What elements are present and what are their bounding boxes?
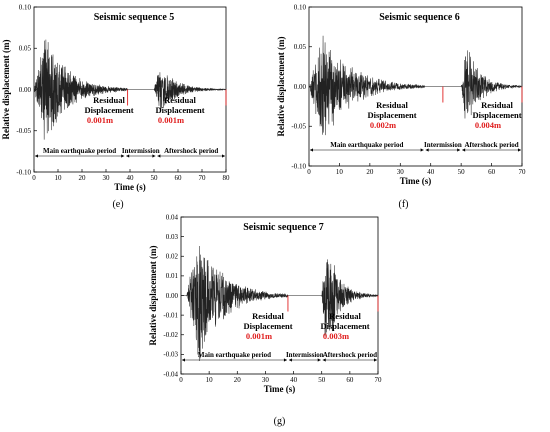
y-tick-label: 0.03 [166,233,179,241]
y-tick-label: -0.05 [291,123,306,131]
period-label: Main earthquake period [330,141,403,149]
y-tick-label: 0.02 [166,253,179,261]
y-tick-label: 0.10 [19,3,32,11]
chart-2: 0 10 20 30 40 50 60 70 -0.10 -0.05 0.00 0.05 0.10 Sei… [276,3,526,210]
residual-label-line1: Residual [481,100,513,110]
period-label: Aftershock period [464,141,518,149]
period-label: Main earthquake period [43,147,116,155]
y-tick-label: -0.01 [163,311,178,319]
residual-label-line1: Residual [93,95,125,105]
residual-value: 0.004m [475,120,501,130]
y-tick-label: -0.02 [163,331,178,339]
x-tick-label: 50 [458,168,466,176]
residual-label-line2: Displacement [155,105,204,115]
subfigure-label: (e) [112,199,123,210]
y-tick-label: 0.10 [294,3,307,11]
x-tick-label: 70 [199,174,207,182]
residual-value: 0.001m [87,115,113,125]
x-tick-label: 50 [318,376,326,384]
residual-label-line2: Displacement [472,110,521,120]
chart-title: Seismic sequence 7 [243,222,324,233]
arrow-heads [126,154,156,158]
residual-label-line1: Residual [329,311,361,321]
x-tick-label: 60 [175,174,183,182]
residual-label-line2: Displacement [320,321,369,331]
subfigure-label: (f) [399,199,409,210]
residual-label-line2: Displacement [84,105,133,115]
x-tick-label: 10 [206,376,214,384]
x-tick-label: 0 [32,174,36,182]
x-tick-label: 10 [336,168,344,176]
x-tick-label: 50 [151,174,159,182]
y-tick-label: -0.03 [163,351,178,359]
x-axis-label: Time (s) [114,182,146,192]
residual-label-line1: Residual [252,311,284,321]
y-tick-label: 0.05 [294,43,307,51]
x-tick-label: 40 [290,376,298,384]
x-tick-label: 0 [307,168,311,176]
period-label: Aftershock period [164,147,218,155]
chart-3: 0 10 20 30 40 50 60 70 -0.04 -0.03 -0.02 -0.01 0.00 0… [148,213,382,427]
x-tick-label: 70 [519,168,527,176]
x-tick-label: 60 [488,168,496,176]
displacement-trace [33,39,227,140]
y-tick-label: 0.01 [166,272,179,280]
residual-value: 0.002m [370,120,396,130]
x-tick-label: 20 [366,168,374,176]
y-axis-label: Relative displacement (m) [276,37,286,137]
x-axis-label: Time (s) [264,384,296,394]
x-tick-label: 20 [234,376,242,384]
y-tick-label: -0.10 [291,162,306,170]
x-tick-label: 30 [262,376,270,384]
x-tick-label: 60 [346,376,354,384]
y-tick-label: 0.04 [166,213,179,221]
x-tick-label: 30 [397,168,405,176]
period-label: Main earthquake period [198,351,271,359]
residual-value: 0.001m [246,331,272,341]
period-label: Intermission [122,147,160,155]
y-tick-label: -0.05 [16,127,31,135]
residual-label-line1: Residual [376,100,408,110]
period-label: Aftershock period [323,351,377,359]
y-tick-label: -0.04 [163,370,178,378]
x-tick-label: 80 [223,174,231,182]
displacement-trace [308,35,523,136]
y-tick-label: 0.00 [166,292,179,300]
x-tick-label: 40 [127,174,135,182]
y-axis-label: Relative displacement (m) [148,246,158,346]
y-tick-label: -0.10 [16,168,31,176]
period-label: Intermission [286,351,324,359]
y-tick-label: 0.05 [19,45,32,53]
x-tick-label: 70 [375,376,383,384]
residual-label-line2: Displacement [243,321,292,331]
y-axis-label: Relative displacement (m) [1,40,11,140]
residual-label-line2: Displacement [367,110,416,120]
x-tick-label: 40 [427,168,435,176]
displacement-trace [181,246,379,361]
subfigure-label: (g) [274,416,286,427]
x-tick-label: 10 [55,174,63,182]
residual-label-line1: Residual [164,95,196,105]
residual-value: 0.003m [323,331,349,341]
chart-title: Seismic sequence 6 [379,12,460,23]
x-tick-label: 20 [79,174,87,182]
chart-title: Seismic sequence 5 [94,12,175,23]
y-tick-label: 0.00 [19,86,32,94]
x-axis-label: Time (s) [400,176,432,186]
x-tick-label: 0 [179,376,183,384]
period-label: Intermission [424,141,462,149]
residual-value: 0.001m [158,115,184,125]
chart-1: 0 10 20 30 40 50 60 70 80 -0.10 -0.05 0.00 0.05 0.10 S… [1,3,230,210]
y-tick-label: 0.00 [294,83,307,91]
x-tick-label: 30 [103,174,111,182]
